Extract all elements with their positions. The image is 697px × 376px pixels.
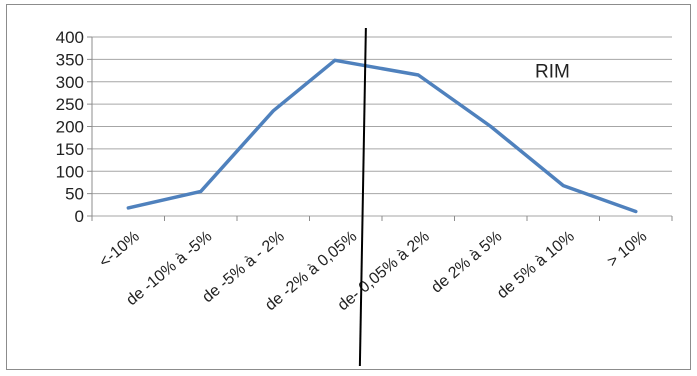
- x-tick-label: de 5% à 10%: [494, 228, 578, 302]
- x-tick-label: de 2% à 5%: [428, 228, 505, 296]
- vertical-marker-line: [358, 27, 367, 367]
- x-tick-label: > 10%: [604, 228, 650, 270]
- y-tick-label: 300: [56, 73, 84, 92]
- chart-frame: [6, 4, 691, 370]
- y-tick-label: 50: [65, 185, 84, 204]
- y-axis-ticks: 0 50 100 150 200 250 300 350 400: [56, 28, 92, 226]
- marker-layer: [358, 27, 367, 367]
- y-tick-label: 350: [56, 50, 84, 69]
- y-tick-label: 400: [56, 28, 84, 47]
- legend-label-rim: RIM: [535, 61, 570, 82]
- x-axis-tick-labels: <-10%de -10% à -5%de -5% à - 2%de -2% à …: [91, 216, 673, 314]
- y-tick-label: 250: [56, 95, 84, 114]
- y-tick-label: 200: [56, 118, 84, 137]
- x-tick-label: <-10%: [96, 228, 143, 271]
- series-line-rim: [126, 58, 638, 214]
- gridlines: [91, 36, 672, 217]
- y-tick-label: 100: [56, 162, 84, 181]
- series-layer: [126, 58, 638, 214]
- y-tick-label: 150: [56, 140, 84, 159]
- y-tick-label: 0: [75, 207, 84, 226]
